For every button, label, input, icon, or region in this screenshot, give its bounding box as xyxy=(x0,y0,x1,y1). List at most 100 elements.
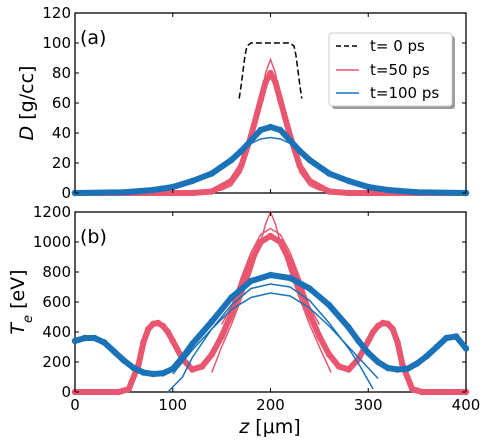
legend-label-t0: t= 0 ps xyxy=(370,37,425,55)
panel-b-point-t-100-ps xyxy=(247,277,255,285)
panel-b-point-t-100-ps xyxy=(413,360,421,367)
panel-b-point-t-100-ps xyxy=(374,358,382,366)
panel-a-series xyxy=(71,42,470,197)
panel-a-ylabel: D [g/cc] xyxy=(16,66,38,141)
panel-b-point-t-50-ps xyxy=(164,328,172,336)
panel-b-point-t-50-ps xyxy=(159,322,167,330)
panel-b-point-t-100-ps xyxy=(286,274,294,282)
panel-b-point-t-50-ps xyxy=(198,363,206,370)
panel-b-xlabel: z [μm] xyxy=(238,416,300,438)
panel-b-point-t-100-ps xyxy=(101,339,108,346)
panel-b-point-t-100-ps xyxy=(81,334,89,342)
panel-b-point-t-100-ps xyxy=(228,294,235,301)
panel-a-series-t-0-ps-line-0 xyxy=(238,42,303,99)
panel-a-ytick-label: 80 xyxy=(52,64,71,82)
panel-b-ytick-label: 600 xyxy=(42,293,71,311)
panel-b-point-t-50-ps xyxy=(345,366,352,373)
panel-b-point-t-100-ps xyxy=(453,333,460,340)
panel-b-point-t-50-ps xyxy=(286,258,294,265)
panel-a-ytick-label: 60 xyxy=(52,94,71,112)
panel-b-point-t-100-ps xyxy=(110,348,118,355)
panel-b-point-t-100-ps xyxy=(443,334,450,342)
panel-a-point-t-50-ps xyxy=(267,69,274,77)
panel-b-xtick-label: 400 xyxy=(452,396,481,414)
panel-b-point-t-50-ps xyxy=(218,333,225,340)
panel-b-point-t-100-ps xyxy=(208,318,215,325)
panel-b-point-t-50-ps xyxy=(335,363,343,370)
panel-b-point-t-100-ps xyxy=(169,365,176,372)
panel-b-ytick-label: 400 xyxy=(42,323,71,341)
panel-b-point-t-50-ps xyxy=(140,339,147,346)
panel-b-point-t-100-ps xyxy=(384,364,391,372)
legend-label-t50: t=50 ps xyxy=(370,61,430,79)
panel-b-point-t-50-ps xyxy=(409,385,416,393)
panel-b-point-t-100-ps xyxy=(306,285,313,292)
panel-b-point-t-100-ps xyxy=(130,364,137,372)
panel-b-ytick-label: 200 xyxy=(42,353,71,371)
panel-a-point-t-100-ps xyxy=(306,156,313,164)
panel-b-point-t-100-ps xyxy=(423,352,431,360)
panel-b-point-t-50-ps xyxy=(325,351,333,358)
legend: t= 0 ps t=50 ps t=100 ps xyxy=(328,32,455,109)
panel-a-ytick-label: 40 xyxy=(52,124,71,142)
panel-b-point-t-50-ps xyxy=(247,258,255,265)
panel-b-series-t-100-ps-line-5 xyxy=(172,292,379,380)
panel-b-ytick-label: 800 xyxy=(42,263,71,281)
panel-b-point-t-50-ps xyxy=(145,325,152,333)
panel-b-xtick-label: 300 xyxy=(354,396,383,414)
panel-b-point-t-50-ps xyxy=(379,319,387,327)
panel-b-point-t-50-ps xyxy=(384,320,391,327)
panel-b-point-t-50-ps xyxy=(125,385,132,393)
panel-b-ytick-label: 0 xyxy=(61,383,71,401)
panel-b-series xyxy=(71,210,470,396)
panel-b-xticks: 0 100 200 300 400 xyxy=(70,212,480,414)
legend-box xyxy=(328,32,453,107)
panel-a-point-t-100-ps xyxy=(267,123,274,131)
panel-b-point-t-50-ps xyxy=(316,333,323,340)
panel-b-point-t-50-ps xyxy=(189,366,196,373)
panel-b-ytick-label: 1000 xyxy=(33,233,71,251)
panel-b-point-t-50-ps xyxy=(369,328,377,336)
panel-a-ytick-label: 100 xyxy=(42,34,71,52)
panel-b-point-t-50-ps xyxy=(389,325,396,333)
panel-a-letter: (a) xyxy=(80,27,106,49)
panel-b-letter: (b) xyxy=(80,226,107,248)
panel-a-ytick-label: 0 xyxy=(61,184,71,202)
panel-b-xtick-label: 200 xyxy=(256,396,285,414)
panel-b-point-t-100-ps xyxy=(394,366,401,373)
panel-a: 0 20 40 60 80 100 120 (a) D [g/cc] t= 0 ps t=5… xyxy=(16,4,470,202)
panel-b-ytick-label: 1200 xyxy=(33,203,71,221)
panel-b-point-t-100-ps xyxy=(355,337,362,345)
panel-b-xtick-label: 100 xyxy=(158,396,187,414)
panel-a-point-t-100-ps xyxy=(257,126,264,134)
panel-b-series-t-100-ps-markers xyxy=(72,272,469,377)
legend-label-t100: t=100 ps xyxy=(370,84,439,102)
panel-b-point-t-100-ps xyxy=(325,301,333,309)
panel-b-point-t-100-ps xyxy=(462,345,470,352)
panel-b-point-t-50-ps xyxy=(154,319,162,327)
panel-a-series-t-100-ps-line-4 xyxy=(74,136,467,194)
panel-a-series-t-50-ps-line-2 xyxy=(75,57,466,194)
panel-b-point-t-100-ps xyxy=(71,337,79,345)
panel-b-point-t-100-ps xyxy=(404,365,411,372)
panel-b-point-t-100-ps xyxy=(91,334,98,342)
panel-a-yticks: 0 20 40 60 80 100 120 xyxy=(42,4,466,202)
panel-b-point-t-50-ps xyxy=(374,322,382,330)
panel-a-ytick-label: 120 xyxy=(42,4,71,22)
panel-b-point-t-50-ps xyxy=(169,337,176,345)
panel-a-xticks xyxy=(74,13,467,193)
panel-b-point-t-100-ps xyxy=(345,324,352,331)
panel-b-point-t-100-ps xyxy=(150,370,157,378)
panel-b-point-t-100-ps xyxy=(365,349,372,357)
panel-a-point-t-100-ps xyxy=(277,126,284,134)
panel-b-yticks: 0 200 400 600 800 1000 1200 xyxy=(33,203,466,401)
panel-b-point-t-50-ps xyxy=(306,310,313,318)
panel-b-point-t-50-ps xyxy=(418,388,426,396)
panel-b-point-t-100-ps xyxy=(140,369,147,376)
panel-b-series-t-100-ps-line-4 xyxy=(167,283,374,393)
panel-b-ylabel: Te [eV] xyxy=(7,269,36,334)
panel-b-point-t-100-ps xyxy=(159,370,167,377)
panel-a-ytick-label: 20 xyxy=(52,154,71,172)
